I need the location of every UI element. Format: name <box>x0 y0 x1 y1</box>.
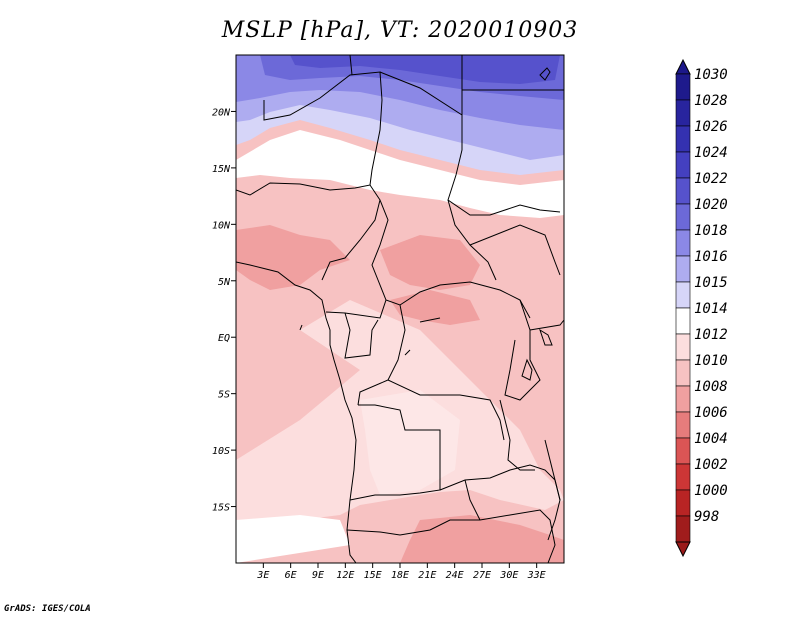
border-nile-delta <box>539 67 551 81</box>
colorbar-label: 1020 <box>694 197 728 213</box>
colorbar-label: 1008 <box>694 379 728 395</box>
lon-tick-label: 18E <box>391 570 409 581</box>
lake-outlines <box>521 328 553 381</box>
lon-tick-label: 6E <box>285 570 297 581</box>
colorbar-swatch <box>675 489 691 517</box>
colorbar-label: 1000 <box>694 483 728 499</box>
colorbar-label: 1030 <box>694 67 728 83</box>
map-title: MSLP [hPa], VT: 2020010903 <box>221 18 579 43</box>
border-tanzania-zambia <box>499 399 535 471</box>
lon-tick-label: 12E <box>336 570 354 581</box>
colorbar-bottom-arrow <box>675 541 691 558</box>
colorbar-label: 1010 <box>694 353 728 369</box>
colorbar-swatch <box>675 515 691 543</box>
colorbar-swatch <box>675 411 691 439</box>
border-drc <box>357 304 505 441</box>
border-gabon-congo <box>325 299 387 359</box>
field-1014-band <box>236 130 564 218</box>
small-water-bodies <box>299 317 441 356</box>
colorbar-swatch <box>675 281 691 309</box>
colorbar-swatch <box>675 177 691 205</box>
longitude-axis: 3E 6E 9E 12E 15E 18E 21E 24E 27E 30E 33E <box>256 563 546 581</box>
colorbar-label: 1004 <box>694 431 728 447</box>
colorbar-swatch <box>675 229 691 257</box>
lat-tick-label: 20N <box>212 107 231 118</box>
colorbar-swatch <box>675 307 691 335</box>
colorbar-swatch <box>675 125 691 153</box>
latitude-axis: 20N 15N 10N 5N EQ 5S 10S 15S <box>212 107 236 514</box>
colorbar-swatch <box>675 255 691 283</box>
colorbar-label: 1014 <box>694 301 728 317</box>
border-sahara-west <box>263 71 383 186</box>
field-1010-southern <box>400 515 564 563</box>
country-borders <box>236 55 564 563</box>
colorbar-label: 1028 <box>694 93 728 109</box>
colorbar-label: 998 <box>694 509 719 525</box>
colorbar-label: 1006 <box>694 405 728 421</box>
colorbar-swatch <box>675 437 691 465</box>
field-1010-west-africa <box>236 225 350 290</box>
lat-tick-label: 15S <box>212 503 230 514</box>
colorbar-label: 1002 <box>694 457 728 473</box>
lon-tick-label: 24E <box>446 570 464 581</box>
footer-credit: GrADS: IGES/COLA <box>4 604 91 614</box>
colorbar-label: 1026 <box>694 119 728 135</box>
colorbar-label: 1012 <box>694 327 728 343</box>
colorbar-swatch <box>675 463 691 491</box>
lon-tick-label: 27E <box>473 570 491 581</box>
colorbar: 1030 1028 1026 1024 1022 1020 1018 1016 1015 1014… <box>675 58 728 558</box>
colorbar-label: 1015 <box>694 275 728 291</box>
lat-tick-label: 10N <box>212 220 231 231</box>
field-1014-southwest <box>236 515 350 563</box>
pressure-field <box>236 55 564 563</box>
colorbar-swatch <box>675 385 691 413</box>
lat-tick-label: EQ <box>218 333 230 344</box>
colorbar-swatch <box>675 73 691 101</box>
border-angola <box>349 404 441 501</box>
lon-tick-label: 21E <box>418 570 436 581</box>
lat-tick-label: 5N <box>218 277 231 288</box>
colorbar-label: 1024 <box>694 145 728 161</box>
field-1013-south <box>360 390 460 495</box>
lon-tick-label: 33E <box>527 570 546 581</box>
colorbar-swatch <box>675 151 691 179</box>
field-1022 <box>290 55 560 84</box>
colorbar-swatch <box>675 333 691 361</box>
lat-tick-label: 15N <box>212 164 231 175</box>
colorbar-swatch <box>675 99 691 127</box>
colorbar-swatch <box>675 359 691 387</box>
colorbar-label: 1022 <box>694 171 728 187</box>
border-niger-nigeria <box>236 182 381 281</box>
lon-tick-label: 3E <box>256 570 269 581</box>
border-libya-egypt <box>461 55 564 115</box>
border-zambia <box>439 464 561 521</box>
lat-tick-label: 5S <box>218 390 230 401</box>
border-sudan <box>447 199 561 281</box>
field-1010-congo <box>390 290 480 325</box>
field-1010-chad <box>380 235 480 290</box>
colorbar-label: 1016 <box>694 249 728 265</box>
border-malawi-mozambique <box>544 439 561 541</box>
colorbar-label: 1018 <box>694 223 728 239</box>
border-great-lakes <box>504 299 564 401</box>
lat-tick-label: 10S <box>212 446 230 457</box>
colorbar-top-arrow <box>675 58 691 75</box>
lon-tick-label: 15E <box>364 570 382 581</box>
lon-tick-label: 30E <box>499 570 518 581</box>
lon-tick-label: 9E <box>312 570 324 581</box>
colorbar-swatch <box>675 203 691 231</box>
atlantic-coastline <box>236 261 357 563</box>
